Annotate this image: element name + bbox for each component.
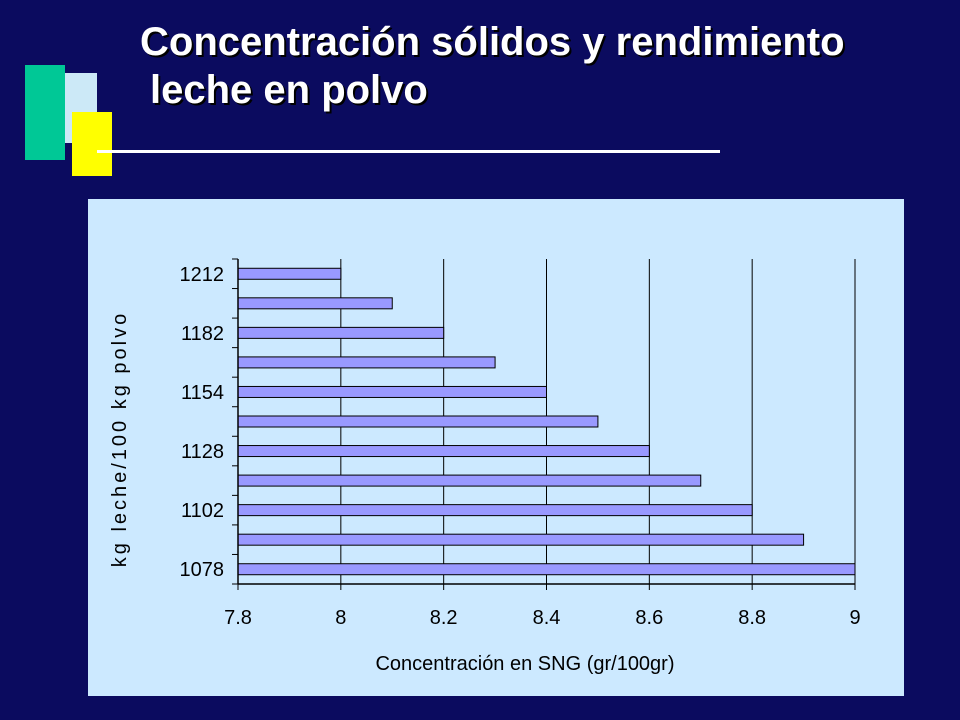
- y-tick-label: 1102: [181, 500, 224, 522]
- slide-title: Concentración sólidos y rendimiento lech…: [140, 18, 940, 114]
- x-tick-label: 8.4: [533, 607, 561, 629]
- bar: [237, 533, 805, 546]
- bar: [237, 267, 342, 280]
- x-axis-label: Concentración en SNG (gr/100gr): [375, 653, 674, 675]
- x-tick-label: 8.6: [635, 607, 663, 629]
- bar: [237, 297, 393, 310]
- bar: [237, 415, 599, 428]
- bar: [237, 445, 650, 458]
- decor-green-square: [25, 65, 65, 160]
- title-underline: [97, 150, 720, 153]
- y-tick-label: 1078: [180, 559, 225, 581]
- x-tick-label: 8.2: [430, 607, 458, 629]
- chart-panel: 7.8 8 8.2 8.4 8.6 8.8 9 1212 1182 1154 1128 1102 10…: [88, 199, 904, 696]
- y-tick-label: 1212: [180, 264, 225, 286]
- bar: [237, 504, 753, 517]
- x-tick-label: 9: [849, 607, 860, 629]
- bar: [237, 326, 445, 339]
- x-tick-label: 7.8: [224, 607, 252, 629]
- bar: [237, 563, 856, 576]
- bar: [237, 385, 547, 398]
- slide-title-line2: leche en polvo: [150, 68, 428, 112]
- bar-chart: 7.8 8 8.2 8.4 8.6 8.8 9 1212 1182 1154 1128 1102 10…: [109, 258, 861, 675]
- slide-title-line1: Concentración sólidos y rendimiento: [140, 20, 845, 64]
- y-tick-label: 1182: [181, 323, 224, 345]
- x-tick-label: 8.8: [738, 607, 766, 629]
- decor-yellow-square: [72, 112, 112, 176]
- y-axis-label: kg leche/100 kg polvo: [109, 311, 131, 567]
- bar: [237, 474, 702, 487]
- x-tick-label: 8: [335, 607, 346, 629]
- bar: [237, 356, 496, 369]
- y-tick-label: 1128: [181, 441, 224, 463]
- y-tick-label: 1154: [181, 382, 224, 404]
